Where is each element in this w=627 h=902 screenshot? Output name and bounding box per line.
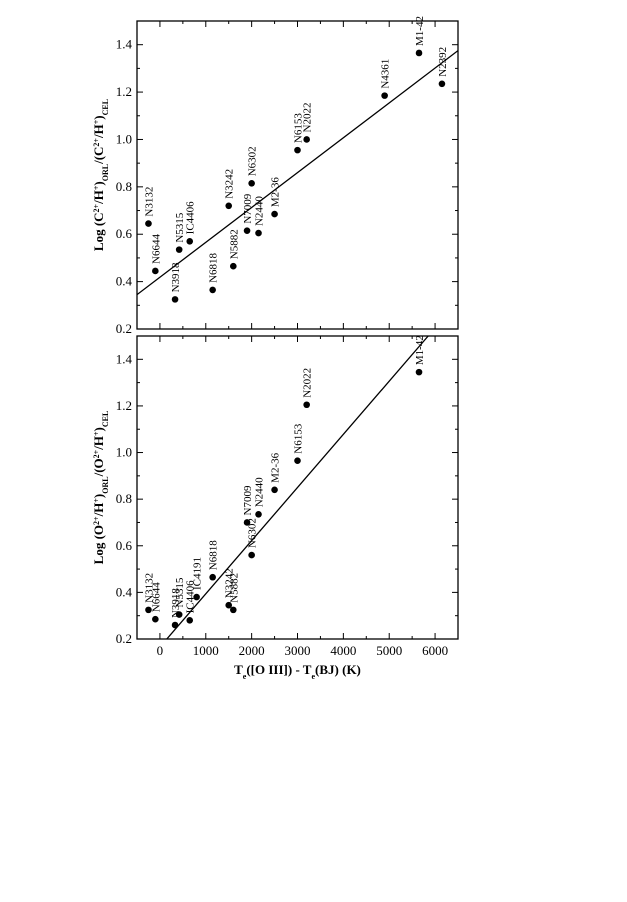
- point-label: N4361: [380, 59, 392, 89]
- y-tick-label: 0.6: [116, 538, 133, 553]
- data-point: [186, 238, 194, 245]
- x-tick-label: 4000: [330, 643, 356, 658]
- y-tick-label: 1.0: [116, 445, 132, 460]
- data-point: [248, 179, 255, 187]
- data-point: [381, 92, 388, 99]
- point-label: M1-42: [414, 335, 426, 365]
- y-tick-label: 1.0: [116, 131, 132, 146]
- fit-line: [137, 50, 458, 296]
- top-panel: 0.2 0.4 0.6 0.8 1.0 1.2 1.4 N3132 N6644 N3918 N531…: [91, 16, 459, 336]
- data-point: [152, 615, 159, 623]
- y-axis-title: Log (C2+/H+)ORL/(C2+/H+)CEL: [91, 99, 110, 251]
- point-label: N2022: [302, 368, 314, 398]
- data-point: [271, 486, 278, 494]
- point-label: N2440: [254, 477, 266, 507]
- point-label: N5315: [174, 577, 186, 607]
- point-label: N6153: [293, 113, 305, 143]
- point-label: N6818: [208, 540, 220, 570]
- point-label: N6818: [208, 252, 220, 282]
- data-point: [415, 368, 423, 376]
- point-label: N6302: [247, 518, 259, 548]
- data-point: [303, 401, 310, 409]
- point-label: N7009: [242, 193, 254, 223]
- point-label: N6153: [293, 423, 305, 453]
- data-point: [294, 457, 301, 464]
- y-tick-label: 1.2: [116, 84, 132, 99]
- y-tick-label: 1.4: [116, 37, 133, 52]
- data-point: [145, 220, 152, 227]
- data-point: [171, 621, 179, 629]
- data-point: [186, 617, 194, 624]
- point-label: N3132: [143, 573, 155, 603]
- point-label: N2392: [437, 47, 449, 77]
- point-label: N2022: [302, 103, 314, 133]
- data-point: [209, 286, 216, 294]
- data-point: [255, 511, 262, 518]
- data-point: [294, 146, 301, 154]
- data-point: [193, 593, 200, 601]
- point-label: IC4191: [192, 557, 204, 590]
- point-label: N5882: [228, 229, 240, 259]
- point-label: N5882: [228, 573, 240, 603]
- data-point: [225, 202, 233, 210]
- data-point: [303, 136, 310, 143]
- plot-frame: [136, 20, 459, 330]
- data-point: [175, 611, 183, 618]
- point-label: N2440: [254, 196, 266, 226]
- point-label: N5315: [174, 212, 186, 242]
- y-tick-label: 0.2: [116, 631, 132, 646]
- point-label: N7009: [242, 485, 254, 515]
- data-point: [230, 606, 237, 614]
- y-tick-label: 0.6: [116, 226, 133, 241]
- x-tick-label: 6000: [422, 643, 448, 658]
- y-tick-label: 0.2: [116, 321, 132, 336]
- data-point: [248, 551, 255, 559]
- y-tick-label: 0.4: [116, 274, 133, 289]
- point-label: N6644: [150, 234, 162, 264]
- point-label: N3918: [170, 588, 182, 618]
- data-point: [209, 573, 216, 581]
- x-tick-label: 0: [157, 643, 164, 658]
- y-tick-label: 1.2: [116, 398, 132, 413]
- point-label: N6302: [247, 146, 259, 176]
- y-tick-label: 0.4: [116, 584, 133, 599]
- x-tick-label: 5000: [376, 643, 402, 658]
- x-tick-label: 3000: [285, 643, 311, 658]
- data-point: [171, 296, 179, 303]
- y-tick-label: 0.8: [116, 491, 132, 506]
- data-point: [152, 267, 159, 275]
- data-point: [145, 606, 152, 614]
- point-label: N3242: [224, 568, 236, 598]
- x-tick-label: 2000: [239, 643, 265, 658]
- data-point: [243, 519, 251, 526]
- point-label: IC4406: [185, 580, 197, 614]
- data-point: [255, 229, 262, 237]
- x-axis-title: Te([O III]) - Te(BJ) (K): [234, 662, 361, 681]
- data-point: [225, 601, 233, 609]
- y-tick-label: 1.4: [116, 351, 133, 366]
- point-label: M1-42: [414, 16, 426, 46]
- point-label: M2-36: [270, 177, 282, 207]
- bottom-panel: 0.2 0.4 0.6 0.8 1.0 1.2 1.4 0 1000 2000 3000 4000 50…: [91, 335, 459, 681]
- fit-line: [166, 336, 429, 639]
- y-tick-label: 0.8: [116, 179, 132, 194]
- data-point: [271, 210, 278, 218]
- data-point: [438, 80, 446, 88]
- data-point: [175, 246, 183, 253]
- y-axis-title: Log (O2+/H+)ORL/(O2+/H+)CEL: [91, 411, 110, 565]
- point-label: M2-36: [270, 452, 282, 482]
- data-point: [415, 49, 423, 57]
- x-tick-label: 1000: [193, 643, 219, 658]
- point-label: N3918: [170, 262, 182, 292]
- point-label: IC4406: [185, 201, 197, 235]
- data-point: [243, 227, 251, 234]
- data-point: [230, 262, 237, 270]
- point-label: N3242: [224, 169, 236, 199]
- point-label: N6644: [150, 582, 162, 612]
- point-label: N3132: [143, 187, 155, 217]
